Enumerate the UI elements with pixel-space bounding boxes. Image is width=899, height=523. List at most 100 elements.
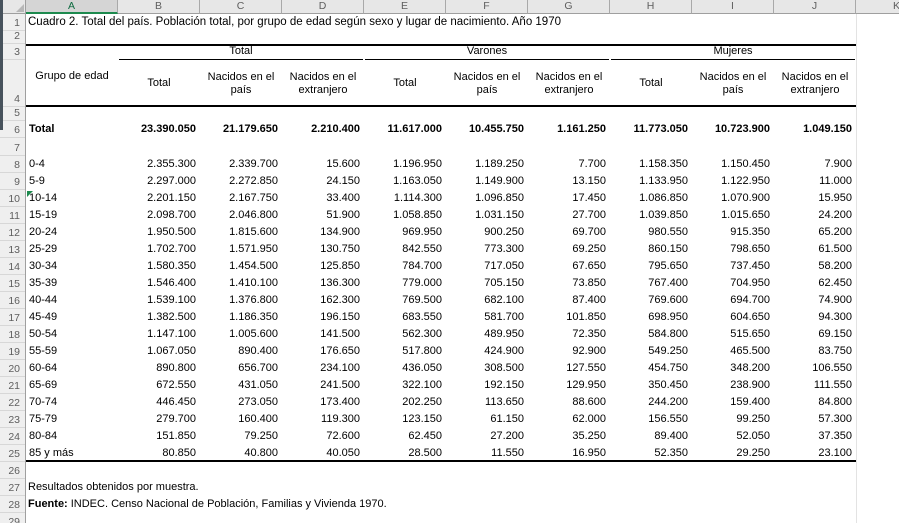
total-cell[interactable]: 21.179.650 bbox=[222, 123, 278, 135]
row-header-17[interactable]: 17 bbox=[0, 309, 25, 326]
data-cell[interactable]: 705.150 bbox=[484, 277, 524, 289]
data-cell[interactable]: 798.650 bbox=[730, 243, 770, 255]
data-cell[interactable]: 238.900 bbox=[730, 379, 770, 391]
subheader-cell[interactable]: Nacidos en el extranjero bbox=[289, 70, 357, 96]
data-cell[interactable]: 1.815.600 bbox=[229, 226, 278, 238]
data-cell[interactable]: 65.200 bbox=[818, 226, 852, 238]
age-label[interactable]: 55-59 bbox=[29, 345, 58, 357]
data-cell[interactable]: 79.250 bbox=[244, 430, 278, 442]
data-cell[interactable]: 57.300 bbox=[818, 413, 852, 425]
data-cell[interactable]: 27.700 bbox=[572, 209, 606, 221]
data-cell[interactable]: 88.600 bbox=[572, 396, 606, 408]
data-cell[interactable]: 33.400 bbox=[326, 192, 360, 204]
data-cell[interactable]: 2.201.150 bbox=[147, 192, 196, 204]
data-cell[interactable]: 683.550 bbox=[402, 311, 442, 323]
column-header-E[interactable]: E bbox=[364, 0, 446, 14]
data-cell[interactable]: 1.015.650 bbox=[721, 209, 770, 221]
data-cell[interactable]: 682.100 bbox=[484, 294, 524, 306]
row-header-8[interactable]: 8 bbox=[0, 156, 25, 173]
data-cell[interactable]: 162.300 bbox=[320, 294, 360, 306]
data-cell[interactable]: 15.600 bbox=[326, 158, 360, 170]
data-cell[interactable]: 980.550 bbox=[648, 226, 688, 238]
data-cell[interactable]: 141.500 bbox=[320, 328, 360, 340]
select-all-button[interactable] bbox=[0, 0, 26, 14]
data-cell[interactable]: 16.950 bbox=[572, 447, 606, 459]
data-cell[interactable]: 1.163.050 bbox=[393, 175, 442, 187]
data-cell[interactable]: 61.150 bbox=[490, 413, 524, 425]
data-cell[interactable]: 446.450 bbox=[156, 396, 196, 408]
data-cell[interactable]: 40.800 bbox=[244, 447, 278, 459]
column-header-K[interactable]: K bbox=[856, 0, 899, 14]
data-cell[interactable]: 28.500 bbox=[408, 447, 442, 459]
data-cell[interactable]: 130.750 bbox=[320, 243, 360, 255]
data-cell[interactable]: 549.250 bbox=[648, 345, 688, 357]
subheader-cell[interactable]: Total bbox=[147, 77, 171, 89]
data-cell[interactable]: 69.150 bbox=[818, 328, 852, 340]
data-cell[interactable]: 27.200 bbox=[490, 430, 524, 442]
row-header-25[interactable]: 25 bbox=[0, 445, 25, 462]
data-cell[interactable]: 1.454.500 bbox=[229, 260, 278, 272]
data-cell[interactable]: 202.250 bbox=[402, 396, 442, 408]
total-cell[interactable]: 1.161.250 bbox=[557, 123, 606, 135]
data-cell[interactable]: 348.200 bbox=[730, 362, 770, 374]
data-cell[interactable]: 1.005.600 bbox=[229, 328, 278, 340]
data-cell[interactable]: 159.400 bbox=[730, 396, 770, 408]
data-cell[interactable]: 1.122.950 bbox=[721, 175, 770, 187]
data-cell[interactable]: 767.400 bbox=[648, 277, 688, 289]
data-cell[interactable]: 308.500 bbox=[484, 362, 524, 374]
data-cell[interactable]: 119.300 bbox=[321, 413, 360, 425]
data-cell[interactable]: 24.150 bbox=[326, 175, 360, 187]
data-cell[interactable]: 24.200 bbox=[818, 209, 852, 221]
data-cell[interactable]: 773.300 bbox=[484, 243, 524, 255]
data-cell[interactable]: 672.550 bbox=[156, 379, 196, 391]
data-cell[interactable]: 969.950 bbox=[402, 226, 442, 238]
age-label[interactable]: 10-14 bbox=[29, 192, 58, 204]
data-cell[interactable]: 465.500 bbox=[730, 345, 770, 357]
data-cell[interactable]: 517.800 bbox=[402, 345, 442, 357]
row-header-23[interactable]: 23 bbox=[0, 411, 25, 428]
row-header-14[interactable]: 14 bbox=[0, 258, 25, 275]
data-cell[interactable]: 134.900 bbox=[320, 226, 360, 238]
data-cell[interactable]: 234.100 bbox=[320, 362, 360, 374]
data-cell[interactable]: 83.750 bbox=[818, 345, 852, 357]
row-header-10[interactable]: 10 bbox=[0, 190, 25, 207]
data-cell[interactable]: 737.450 bbox=[730, 260, 770, 272]
data-cell[interactable]: 279.700 bbox=[156, 413, 196, 425]
data-cell[interactable]: 1.186.350 bbox=[229, 311, 278, 323]
data-cell[interactable]: 176.650 bbox=[320, 345, 360, 357]
data-cell[interactable]: 604.650 bbox=[730, 311, 770, 323]
age-label[interactable]: 35-39 bbox=[29, 277, 58, 289]
age-label[interactable]: 20-24 bbox=[29, 226, 58, 238]
data-cell[interactable]: 2.272.850 bbox=[229, 175, 278, 187]
title-cell[interactable]: Cuadro 2. Total del país. Población tota… bbox=[28, 16, 561, 28]
column-header-C[interactable]: C bbox=[200, 0, 282, 14]
data-cell[interactable]: 113.650 bbox=[485, 396, 524, 408]
data-cell[interactable]: 72.600 bbox=[326, 430, 360, 442]
data-cell[interactable]: 52.050 bbox=[736, 430, 770, 442]
row-header-11[interactable]: 11 bbox=[0, 207, 25, 224]
data-cell[interactable]: 860.150 bbox=[648, 243, 688, 255]
data-cell[interactable]: 111.550 bbox=[813, 379, 852, 391]
age-label[interactable]: 45-49 bbox=[29, 311, 58, 323]
row-header-6[interactable]: 6 bbox=[0, 121, 25, 138]
total-cell[interactable]: 11.617.000 bbox=[387, 123, 442, 135]
data-cell[interactable]: 769.600 bbox=[648, 294, 688, 306]
data-cell[interactable]: 694.700 bbox=[730, 294, 770, 306]
row-header-26[interactable]: 26 bbox=[0, 462, 25, 479]
source-cell[interactable]: Fuente: INDEC. Censo Nacional de Població… bbox=[28, 496, 387, 513]
data-cell[interactable]: 58.200 bbox=[818, 260, 852, 272]
subheader-cell[interactable]: Nacidos en el país bbox=[207, 70, 275, 96]
row-header-21[interactable]: 21 bbox=[0, 377, 25, 394]
data-cell[interactable]: 123.150 bbox=[402, 413, 442, 425]
data-cell[interactable]: 23.100 bbox=[818, 447, 852, 459]
data-cell[interactable]: 1.189.250 bbox=[475, 158, 524, 170]
age-label[interactable]: 60-64 bbox=[29, 362, 58, 374]
data-cell[interactable]: 769.500 bbox=[402, 294, 442, 306]
data-cell[interactable]: 1.133.950 bbox=[639, 175, 688, 187]
row-header-2[interactable]: 2 bbox=[0, 30, 25, 44]
row-header-19[interactable]: 19 bbox=[0, 343, 25, 360]
data-cell[interactable]: 900.250 bbox=[484, 226, 524, 238]
data-cell[interactable]: 1.150.450 bbox=[721, 158, 770, 170]
age-label[interactable]: 5-9 bbox=[29, 175, 45, 187]
data-cell[interactable]: 842.550 bbox=[402, 243, 442, 255]
